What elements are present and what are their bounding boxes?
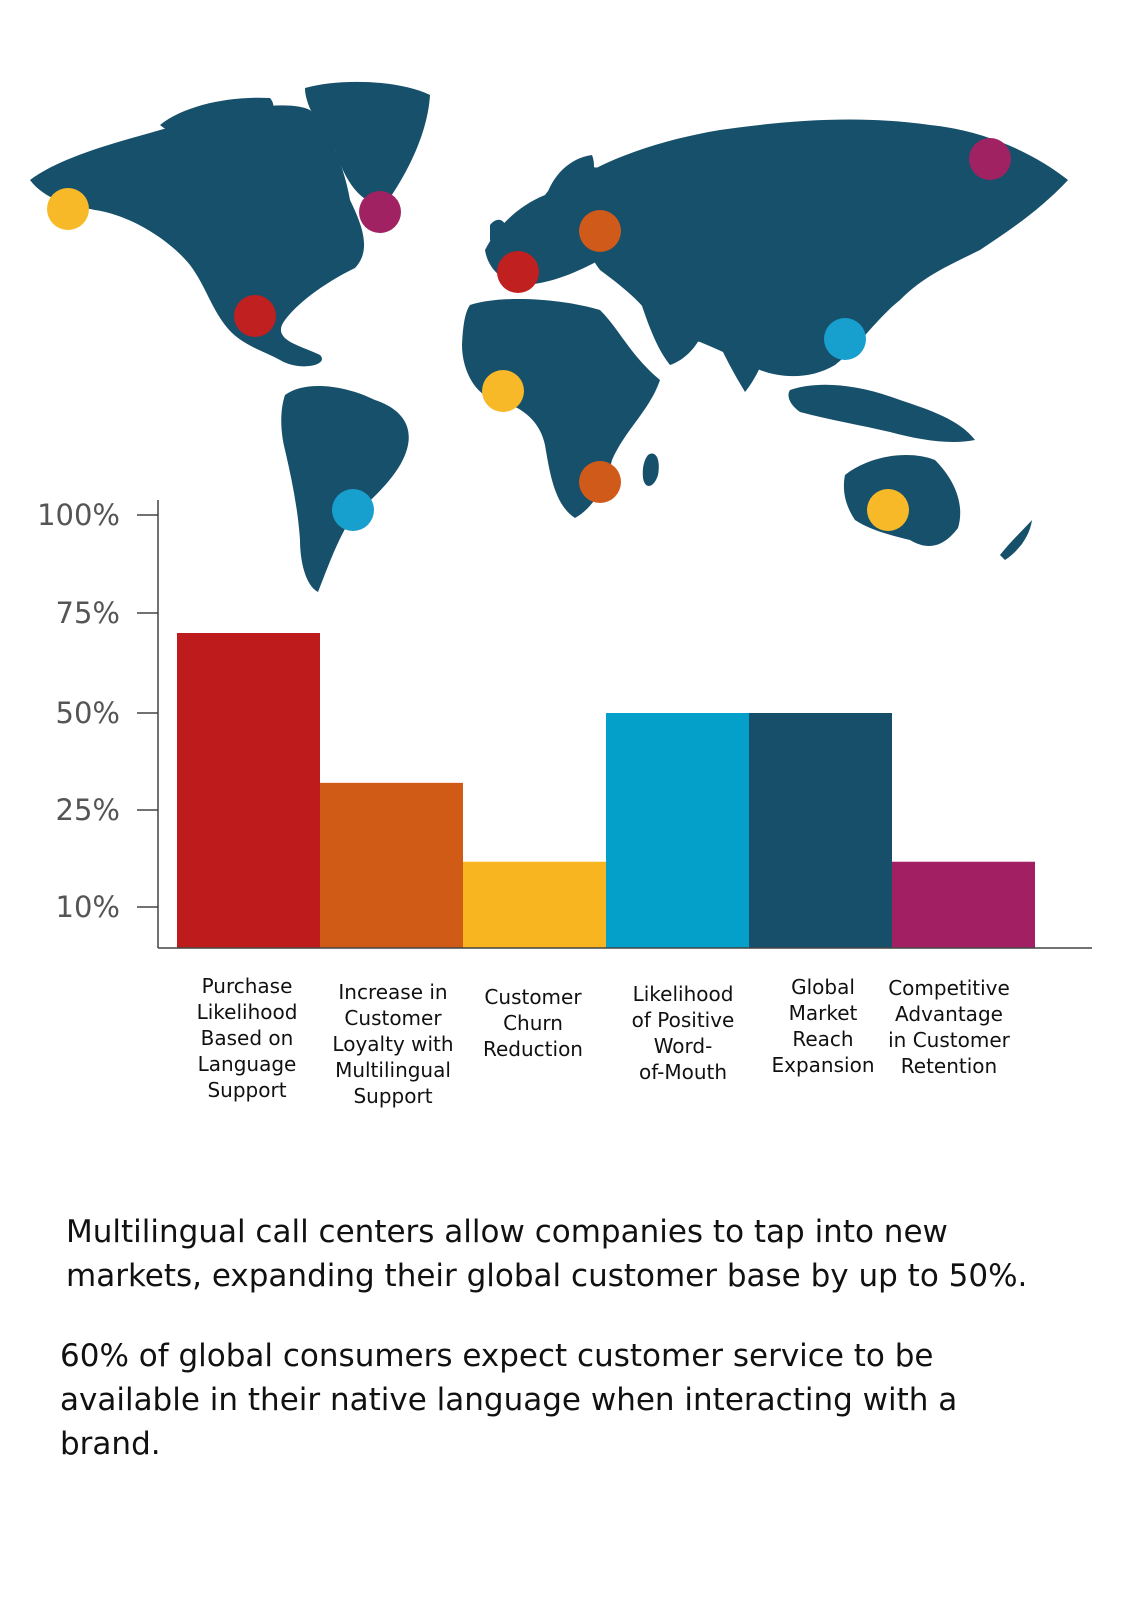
south-america-shape — [281, 385, 409, 592]
x-category-label-line: Based on — [201, 1026, 294, 1050]
greenland-shape — [305, 81, 430, 205]
world-map — [30, 81, 1068, 592]
x-category-label-line: Increase in — [338, 980, 447, 1004]
map-marker-west-africa — [482, 370, 524, 412]
bar-chart: 100%75%50%25%10% PurchaseLikelihoodBased… — [37, 498, 1092, 1108]
madagascar-shape — [642, 453, 659, 486]
map-marker-southern-africa — [579, 461, 621, 503]
x-category-label-line: Multilingual — [335, 1058, 451, 1082]
north-america-shape — [30, 105, 365, 367]
map-marker-australia — [867, 489, 909, 531]
native-language-paragraph: 60% of global consumers expect customer … — [60, 1338, 958, 1462]
india-shape — [705, 308, 772, 392]
bar-2 — [320, 782, 463, 948]
arabia-shape — [640, 298, 705, 365]
map-marker-greenland — [359, 191, 401, 233]
map-marker-south-america — [332, 489, 374, 531]
y-tick-label: 10% — [56, 890, 120, 924]
x-category-label-line: of-Mouth — [639, 1060, 727, 1084]
x-category-label-line: Language — [198, 1052, 297, 1076]
arctic-islands-shape — [160, 97, 274, 137]
map-marker-alaska — [47, 188, 89, 230]
x-category-label-line: Purchase — [202, 974, 293, 998]
map-marker-eastern-europe — [579, 210, 621, 252]
x-category-label-line: Reduction — [483, 1037, 583, 1061]
japan-shape — [894, 245, 919, 280]
x-category-label-line: of Positive — [632, 1008, 735, 1032]
map-marker-east-asia — [824, 318, 866, 360]
market-expansion-paragraph: Multilingual call centers allow companie… — [66, 1214, 1028, 1294]
uk-shape — [490, 219, 507, 245]
x-category-label-line: Loyalty with — [332, 1032, 453, 1056]
africa-shape — [462, 298, 660, 518]
southeast-asia-islands-shape — [788, 384, 975, 443]
map-marker-north-america — [234, 295, 276, 337]
bar-series — [177, 633, 1035, 948]
y-axis-ticks: 100% 75% 50% 25% 10% — [37, 498, 158, 924]
x-category-label-line: Global — [791, 975, 855, 999]
x-category-label-line: Retention — [901, 1054, 997, 1078]
y-tick-label: 75% — [56, 596, 120, 630]
bar-1 — [177, 633, 320, 948]
y-tick-label: 50% — [56, 696, 120, 730]
x-category-label-line: Churn — [503, 1011, 563, 1035]
x-category-label-line: Word- — [654, 1034, 713, 1058]
x-category-label-line: Likelihood — [633, 982, 734, 1006]
x-category-label-line: Competitive — [888, 976, 1010, 1000]
x-category-label-line: Advantage — [895, 1002, 1003, 1026]
map-marker-western-europe — [497, 251, 539, 293]
y-tick-label: 100% — [37, 498, 120, 532]
x-category-label-line: Customer — [344, 1006, 442, 1030]
x-category-label-line: Likelihood — [197, 1000, 298, 1024]
x-category-label-line: Expansion — [772, 1053, 875, 1077]
x-category-label-line: Market — [789, 1001, 858, 1025]
bar-6 — [892, 861, 1035, 948]
chart-axes — [157, 500, 1092, 949]
bar-5 — [749, 713, 892, 948]
bar-3 — [463, 861, 606, 948]
new-zealand-shape — [1000, 520, 1032, 560]
x-category-label-line: in Customer — [888, 1028, 1011, 1052]
x-category-label-line: Reach — [792, 1027, 853, 1051]
map-marker-siberia — [969, 138, 1011, 180]
x-category-label-line: Customer — [484, 985, 582, 1009]
world-map-landmass — [30, 81, 1068, 592]
x-category-label-line: Support — [207, 1078, 286, 1102]
map-markers — [47, 138, 1011, 531]
x-category-label-line: Support — [353, 1084, 432, 1108]
bar-4 — [606, 713, 749, 948]
y-tick-label: 25% — [56, 793, 120, 827]
